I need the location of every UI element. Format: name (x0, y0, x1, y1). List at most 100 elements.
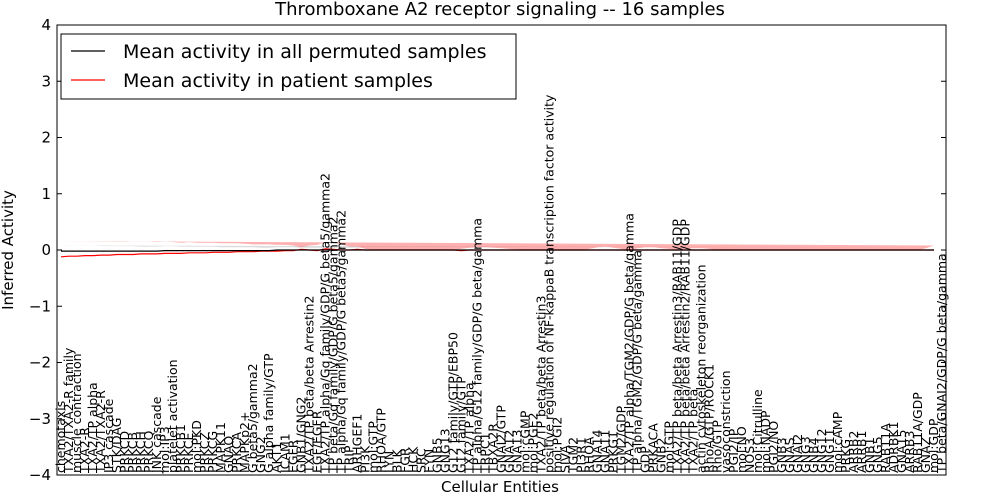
category-label: mol:PGE2 (526, 412, 541, 473)
category-label: EGF/EGFR (309, 410, 324, 473)
category-label: TGM2 (566, 437, 581, 474)
y-axis: −4 −3 −2 −1 0 1 2 3 4 (29, 16, 946, 484)
category-label: PRKCQ (141, 431, 156, 473)
category-label: SRC (413, 448, 428, 473)
category-label: GNB1 (862, 437, 877, 473)
category-label: GNAS (782, 437, 797, 473)
category-label: FGR (397, 447, 412, 473)
category-label: mol:Citrulline (750, 389, 765, 473)
category-label: GNA14 (590, 429, 605, 473)
category-label: GNA11 (598, 430, 613, 474)
category-label: TXA2/TP alpha (85, 382, 100, 474)
y-tick-label: 3 (41, 72, 51, 90)
category-label: GNA13 (510, 430, 525, 474)
category-label: RAB11A (878, 423, 893, 473)
category-label: PGI2/NO (766, 421, 781, 473)
category-label: mol:GTP (662, 421, 677, 473)
category-label: MAPK11 (213, 422, 228, 473)
category-label: RhoA/GTP/ROCK1 (702, 364, 717, 473)
y-tick-label: −4 (29, 466, 51, 484)
category-label: PRKCD (117, 431, 132, 473)
category-label: PI3K (357, 445, 372, 473)
category-label: PRKACA (646, 423, 661, 473)
category-label: TXA2/TP beta (686, 389, 701, 474)
category-label: TBXA2R (485, 423, 500, 474)
category-label: MAPKp2+ (237, 412, 252, 473)
category-label: GNG11 (822, 428, 837, 473)
legend: Mean activity in all permuted samples Me… (60, 33, 517, 100)
category-label: PRKCB1 (173, 424, 188, 473)
category-label: vasoconstriction (718, 370, 733, 473)
category-label: GNG5 (870, 436, 885, 473)
category-label: platelet activation (165, 359, 180, 473)
category-label: PRKCB (125, 432, 140, 473)
category-label: mol:GDP (926, 418, 941, 473)
category-label: TP alpha/Gq family/GDP/G beta5/gamma2 (333, 210, 348, 474)
category-label: RHOA/GTP (373, 408, 388, 473)
category-label: PGI2/IP (726, 428, 741, 473)
category-label: GNG3 (798, 436, 813, 473)
permuted-mean-line (61, 249, 934, 252)
category-label: JNK cascade (149, 396, 164, 474)
category-label: SIVA (558, 445, 573, 473)
category-label: muscle contraction (69, 353, 84, 473)
category-label: TXA2/TP beta/beta Arrestin3/RAB11/GDP (670, 219, 685, 474)
category-label: GNG13 (437, 428, 452, 473)
category-label: PRKCH (133, 431, 148, 473)
spread-bands (61, 241, 934, 250)
category-label: GNB2 (654, 437, 669, 473)
patient-spread-band (61, 241, 934, 250)
category-label: TXA2/TP alpha/Gq family/GDP/G beta5/gamm… (317, 173, 332, 474)
y-axis-label: Inferred Activity (0, 190, 17, 310)
category-label: BLK (389, 448, 404, 473)
series-lines (60, 248, 934, 258)
category-label: Rho/GTP (710, 420, 725, 473)
category-label: TXA2/TP beta/beta Arrestin2/RAB11/GDP (678, 219, 693, 474)
category-label: mol:IP3 (157, 426, 172, 473)
category-label: FYN (421, 449, 436, 473)
category-label: TGM2/GDP (614, 405, 629, 474)
category-label: PRKCA (229, 432, 244, 473)
category-label: TRPC1 (477, 432, 492, 474)
category-label: GNG2 (253, 436, 268, 473)
category-label: ADRBK1 (886, 421, 901, 473)
category-label: PRKG (838, 439, 853, 473)
category-label: mol:GTP (365, 421, 380, 473)
category-label: PI3R1 (574, 437, 589, 473)
category-label: GNB3 (774, 437, 789, 473)
category-label: NOS3 (742, 438, 757, 473)
legend-entry-permuted: Mean activity in all permuted samples (123, 41, 486, 63)
category-label: mol:NO (734, 426, 749, 473)
category-label: GNAZ (918, 437, 933, 473)
legend-box (60, 33, 517, 100)
category-label: positive regulation of NF-kappaB transcr… (542, 94, 557, 473)
category-label: TP beta/Gq family/GDP/G beta5/gamma2 (325, 216, 340, 474)
category-label: GNB4 (806, 437, 821, 473)
y-tick-label: −2 (29, 354, 51, 372)
y-tick-label: 0 (41, 241, 51, 259)
y-tick-label: 1 (41, 185, 51, 203)
category-label: mol:PGI2 (550, 417, 565, 473)
category-label: IP3 cascade (101, 398, 116, 473)
category-label: TXA2/TP beta/beta Arrestin2 (301, 296, 316, 474)
category-label: AKT1 (269, 442, 284, 473)
category-label: PRKCG (205, 431, 220, 473)
y-tick-label: 2 (41, 129, 51, 147)
category-label: TXA2/TP beta/beta Arrestin3 (534, 296, 549, 474)
category-label: GNA12 (502, 430, 517, 474)
chart-title: Thromboxane A2 receptor signaling -- 16 … (274, 0, 725, 20)
category-label: TRIP (341, 445, 356, 474)
category-label: TXA2/TXA2-R (93, 390, 108, 474)
category-label: GNAI2/GTP (494, 405, 509, 473)
legend-entry-patient: Mean activity in patient samples (123, 70, 433, 92)
category-label: G12 family/GTP/EBP50 (445, 332, 460, 473)
category-label: actin cytoskeleton reorganization (694, 264, 709, 473)
category-label: GNA15 (894, 430, 909, 474)
category-label: ARRB2 (846, 431, 861, 473)
category-label: GNG12 (814, 428, 829, 473)
category-label: TXA2/TP alpha (461, 382, 476, 474)
x-axis-label: Cellular Entities (441, 478, 559, 496)
category-label: ARRB1 (854, 431, 869, 473)
